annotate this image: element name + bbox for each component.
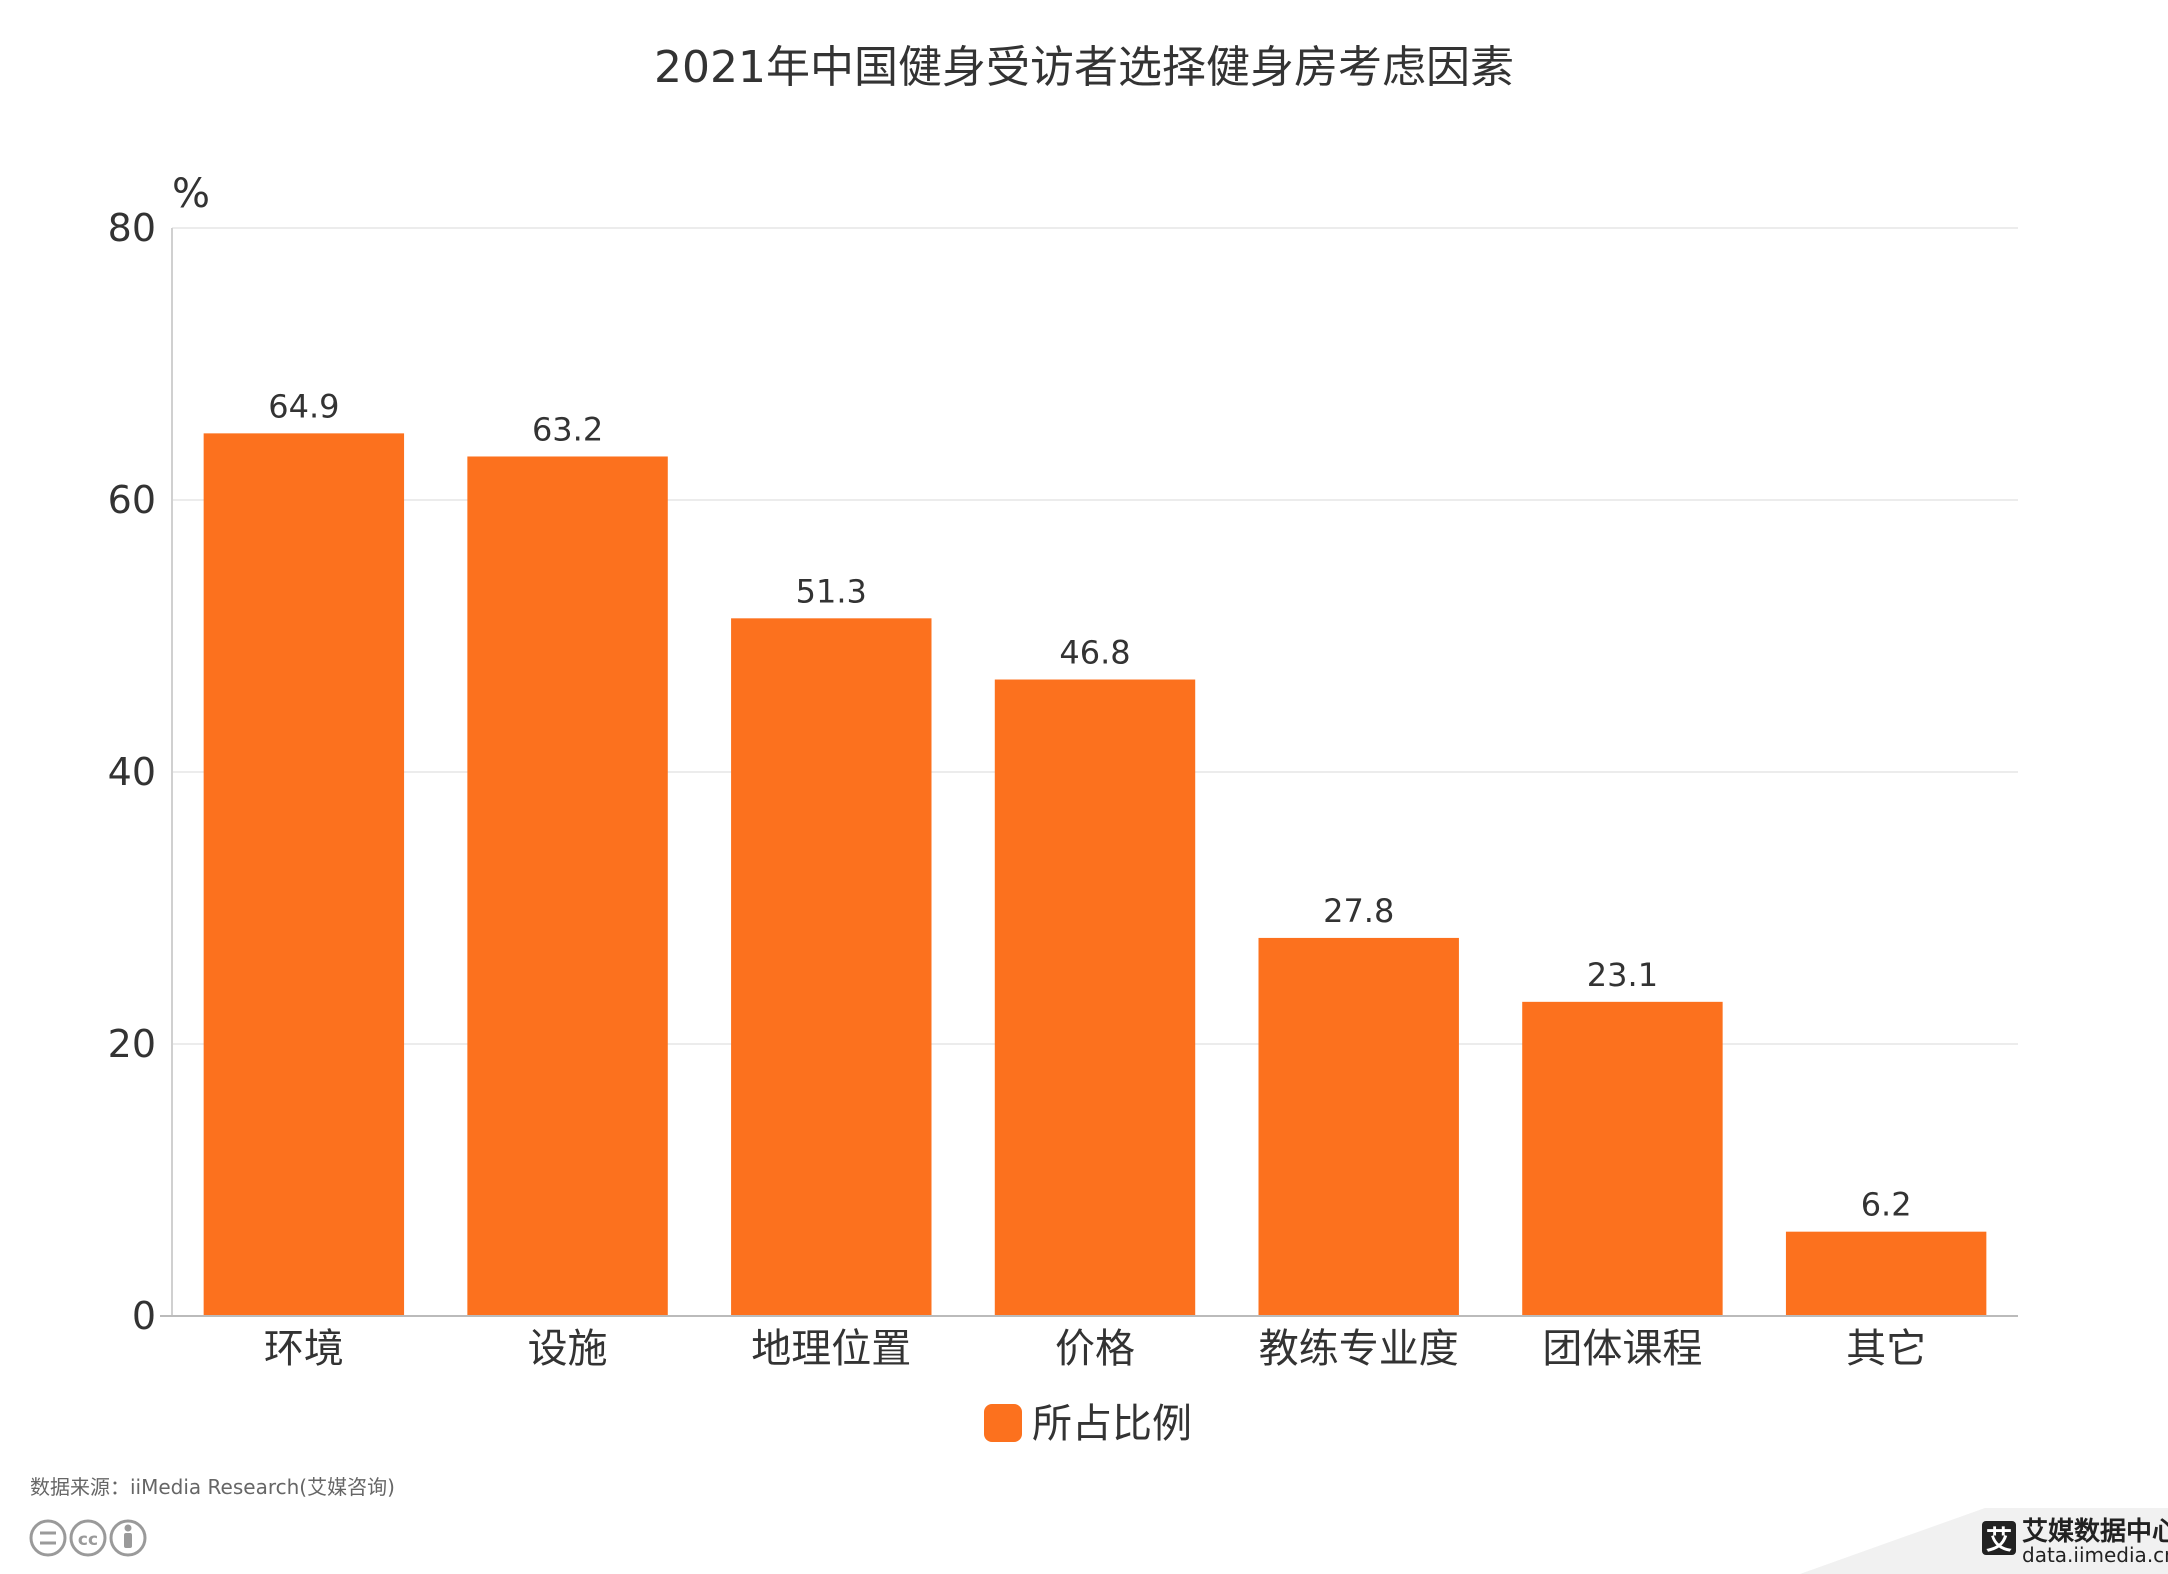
data-label: 64.9 [268,387,339,425]
license-icons: cc [29,1519,147,1557]
y-axis-unit: % [172,171,210,217]
cc-nd-icon [29,1519,67,1557]
bar[interactable] [203,433,405,1316]
y-tick-label: 60 [108,478,156,522]
y-tick-label: 0 [132,1294,156,1338]
x-tick-label: 设施 [528,1326,608,1372]
x-tick-label: 团体课程 [1542,1326,1702,1372]
x-tick-label: 教练专业度 [1259,1326,1459,1372]
x-tick-label: 价格 [1055,1326,1135,1372]
bar[interactable] [731,618,932,1316]
bar[interactable] [1258,937,1459,1316]
brand-logo-icon [1982,1521,2016,1555]
y-tick-label: 40 [108,750,156,794]
source-note: 数据来源：iiMedia Research(艾媒咨询) [30,1475,395,1499]
legend[interactable]: 所占比例 [984,1401,1192,1447]
data-label: 51.3 [796,572,867,610]
data-label: 46.8 [1059,634,1130,672]
data-label: 63.2 [532,410,603,448]
data-label: 27.8 [1323,892,1394,930]
legend-swatch [984,1404,1022,1442]
legend-label: 所占比例 [1032,1401,1192,1447]
brand-url: data.iimedia.cn [2022,1543,2168,1567]
data-label: 23.1 [1587,956,1658,994]
bar[interactable] [467,456,668,1317]
bar[interactable] [994,679,1196,1316]
data-label: 6.2 [1861,1186,1912,1224]
bars [203,433,1987,1317]
x-tick-label: 地理位置 [751,1326,911,1372]
cc-icon: cc [69,1519,107,1557]
brand-watermark: 艾 艾媒数据中心 data.iimedia.cn [1800,1508,2168,1574]
data-labels: 64.9 63.2 51.3 46.8 27.8 23.1 6.2 [268,387,1911,1223]
x-axis-ticks: 环境 设施 地理位置 价格 教练专业度 团体课程 其它 [264,1326,1926,1372]
y-tick-label: 80 [108,206,156,250]
cc-by-icon [109,1519,147,1557]
chart-title: 2021年中国健身受访者选择健身房考虑因素 [654,42,1514,93]
y-tick-label: 20 [108,1022,156,1066]
x-tick-label: 其它 [1846,1326,1926,1372]
x-tick-label: 环境 [264,1326,344,1372]
y-axis-ticks: 0 20 40 60 80 [108,206,156,1338]
bar[interactable] [1522,1001,1723,1316]
svg-text:cc: cc [78,1530,98,1550]
brand-name: 艾媒数据中心 [2022,1517,2168,1547]
brand-logo-char: 艾 [1986,1526,2012,1556]
bar[interactable] [1785,1231,1987,1316]
